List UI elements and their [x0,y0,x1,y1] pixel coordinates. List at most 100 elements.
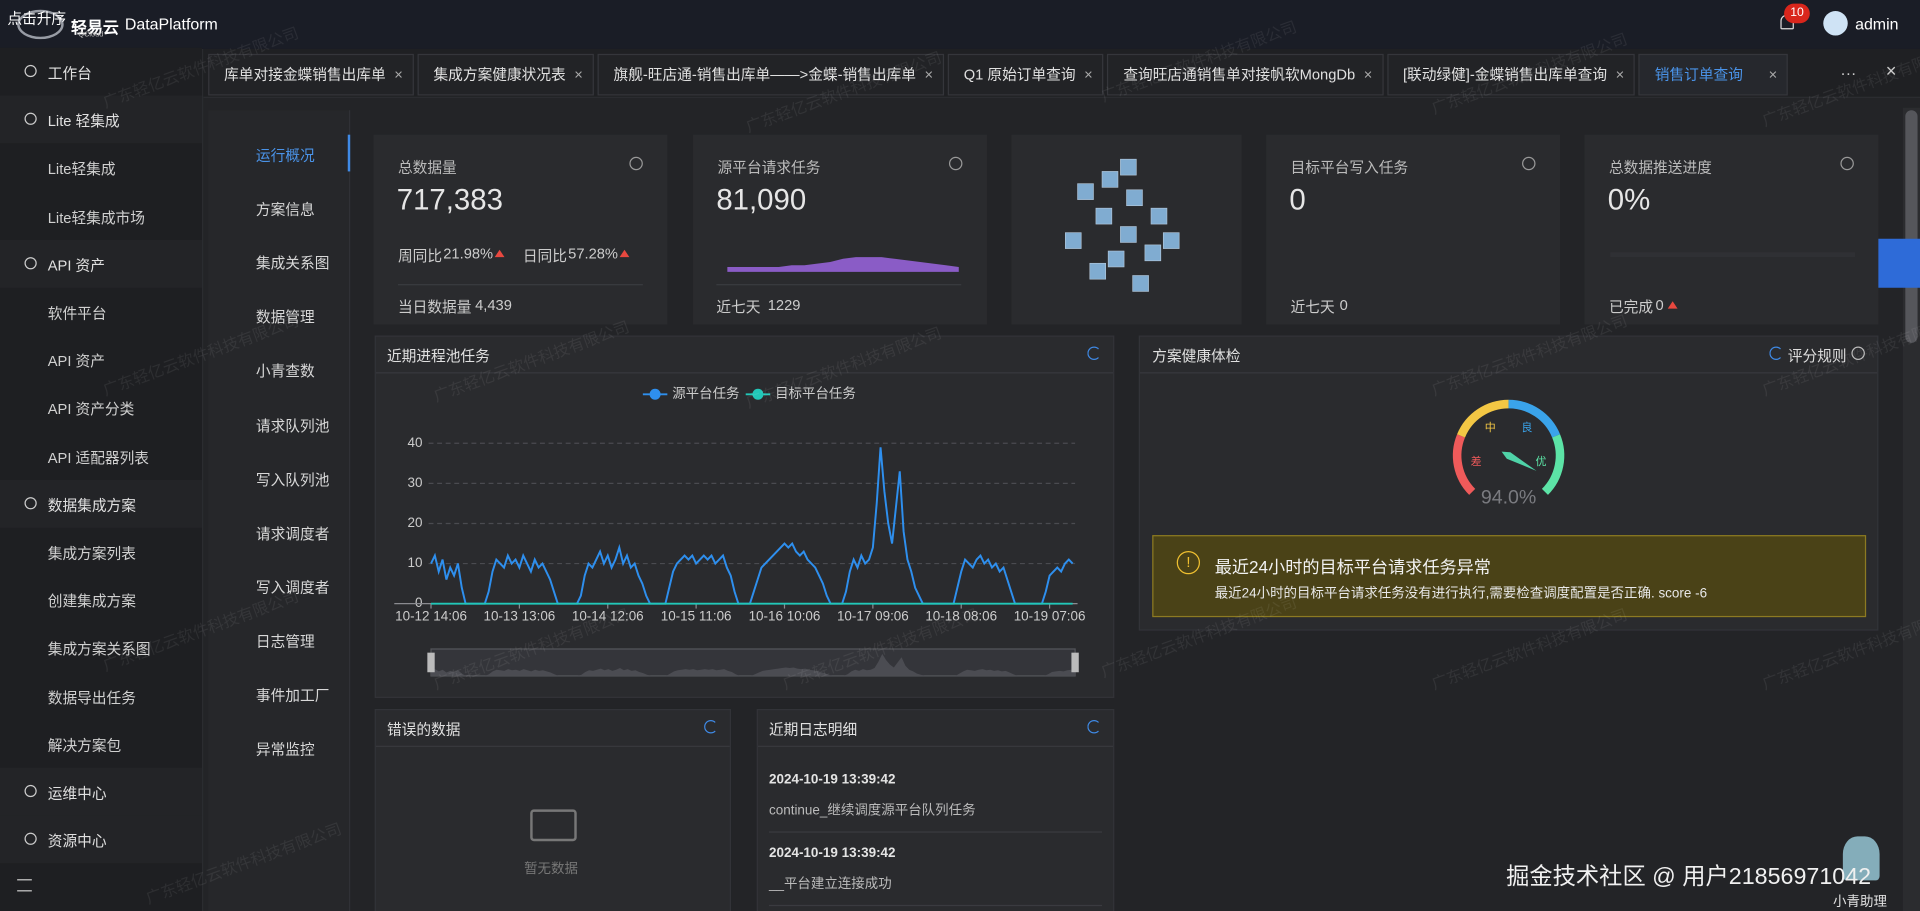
divider [768,831,1103,833]
submenu-item[interactable]: 解决方案包 [47,736,122,755]
subnav-item[interactable]: 小青查数 [255,362,315,381]
scroll-thumb [1905,110,1918,343]
subnav-item[interactable]: 写入队列池 [255,470,330,489]
menu-item[interactable]: Lite 轻集成 [47,112,120,131]
stat-label: 近七天 [1290,298,1335,316]
upgrade-link[interactable]: 点击升序 [7,9,67,27]
tab-close[interactable]: × [574,66,583,84]
empty-text: 暂无数据 [524,862,578,877]
stat-value: 81,090 [716,183,807,217]
submenu-item[interactable]: 软件平台 [47,304,107,323]
info-icon [1840,156,1854,171]
collapse-icon [17,879,32,892]
tab-close-all[interactable]: × [1885,61,1897,83]
user-name[interactable]: admin [1855,14,1899,34]
subnav-item[interactable]: 写入调度者 [255,578,330,597]
submenu-item[interactable]: 集成方案列表 [47,544,136,563]
stat-card [693,134,987,325]
subnav-item[interactable]: 请求队列池 [255,416,330,435]
subnav-item[interactable]: 请求调度者 [255,524,330,543]
stat-sub: 4,439 [475,296,512,314]
panel-header [375,710,730,747]
log-time: 2024-10-19 13:39:42 [768,772,896,788]
submenu-item[interactable]: 数据导出任务 [47,688,136,707]
subnav-item[interactable]: 数据管理 [255,308,315,327]
subnav-item[interactable]: 日志管理 [255,632,315,651]
refresh-icon[interactable] [704,720,718,734]
menu-icon [24,832,37,846]
submenu-item[interactable]: Lite轻集成 [47,160,116,179]
log-text: continue_继续调度源平台队列任务 [768,803,976,818]
tab[interactable]: 集成方案健康状况表 × [417,53,594,96]
hero-image [1011,134,1242,325]
alert-icon: ! [1176,551,1201,575]
up-triangle [1667,301,1678,309]
tab-close[interactable]: × [1615,66,1625,84]
tab[interactable]: 旗舰-旺店通-销售出库单——>金蝶-销售出库单 × [597,53,945,96]
stat-sub: 0 [1655,296,1664,314]
assistant-avatar[interactable] [1842,836,1880,881]
divider [397,284,643,286]
tab-label: Q1 原始订单查询 [963,66,1076,84]
stat-sub: 21.98% [443,244,494,263]
tab[interactable]: 销售订单查询 × [1638,53,1789,96]
badge: 10 [1784,3,1810,24]
tab-close[interactable]: × [1084,66,1093,84]
menu-icon [24,496,37,510]
menu-icon [24,64,37,78]
rules-link[interactable]: 评分规则 [1787,347,1847,365]
progress-track [1610,252,1856,258]
tab[interactable]: 库单对接金蝶销售出库单 × [208,53,414,96]
stat-card [373,134,668,325]
stat-value: 0 [1289,183,1306,217]
divider [716,284,962,286]
submenu-item[interactable]: API 适配器列表 [47,448,150,467]
refresh-icon[interactable] [1087,346,1101,361]
submenu-item[interactable]: API 资产分类 [47,400,135,419]
tab[interactable]: [联动绿健]-金蝶销售出库单查询 × [1387,53,1636,96]
submenu-item[interactable]: Lite轻集成市场 [47,208,145,227]
menu-item[interactable]: 工作台 [47,64,92,83]
tabs: 库单对接金蝶销售出库单 × 集成方案健康状况表 × 旗舰-旺店通-销售出库单——>金蝶-… [208,53,1789,96]
panel-title: 错误的数据 [386,721,461,739]
refresh-icon[interactable] [1087,720,1101,734]
menu-item[interactable]: 运维中心 [47,784,107,803]
submenu-item[interactable]: 创建集成方案 [47,592,136,611]
topbar [0,0,1920,49]
tab[interactable]: 查询旺店通销售单对接帆软MongDb × [1107,53,1384,96]
info-icon [948,156,963,171]
tab-close[interactable]: × [924,66,934,84]
stat-label: 日同比 [522,247,567,265]
subnav-item[interactable]: 事件加工厂 [255,686,330,705]
subnav-item[interactable]: 运行概况 [255,146,315,165]
settings-button[interactable] [1872,238,1920,288]
stat-title: 源平台请求任务 [717,159,821,177]
assistant-label[interactable]: 小青助理 [1833,895,1887,910]
menu-item[interactable]: 资源中心 [47,832,107,851]
subnav-item[interactable]: 方案信息 [255,200,315,219]
tab-close[interactable]: × [1768,66,1778,84]
tab-label: 集成方案健康状况表 [433,66,566,84]
tab-label: 销售订单查询 [1654,66,1743,84]
subnav-active-bar [347,134,351,172]
stat-title: 目标平台写入任务 [1290,159,1409,177]
subnav-item[interactable]: 异常监控 [255,740,315,759]
logo-sub: QCloud [78,31,104,40]
chart-panel [374,335,1115,698]
avatar[interactable] [1823,11,1848,36]
panel-title: 近期日志明细 [768,721,858,739]
menu-item[interactable]: API 资产 [47,256,105,275]
subnav-item[interactable]: 集成关系图 [255,254,330,273]
refresh-icon[interactable] [1769,346,1783,361]
stat-card [1584,134,1879,325]
panel-header [1140,337,1878,374]
tab-close[interactable]: × [1363,66,1373,84]
tab-close[interactable]: × [394,66,403,84]
tab[interactable]: Q1 原始订单查询 × [947,53,1104,96]
tab-more[interactable]: ··· [1840,63,1857,83]
submenu-item[interactable]: 集成方案关系图 [47,640,151,659]
menu-item[interactable]: 数据集成方案 [47,496,136,515]
submenu-item[interactable]: API 资产 [47,352,105,371]
alert-box [1152,535,1867,618]
